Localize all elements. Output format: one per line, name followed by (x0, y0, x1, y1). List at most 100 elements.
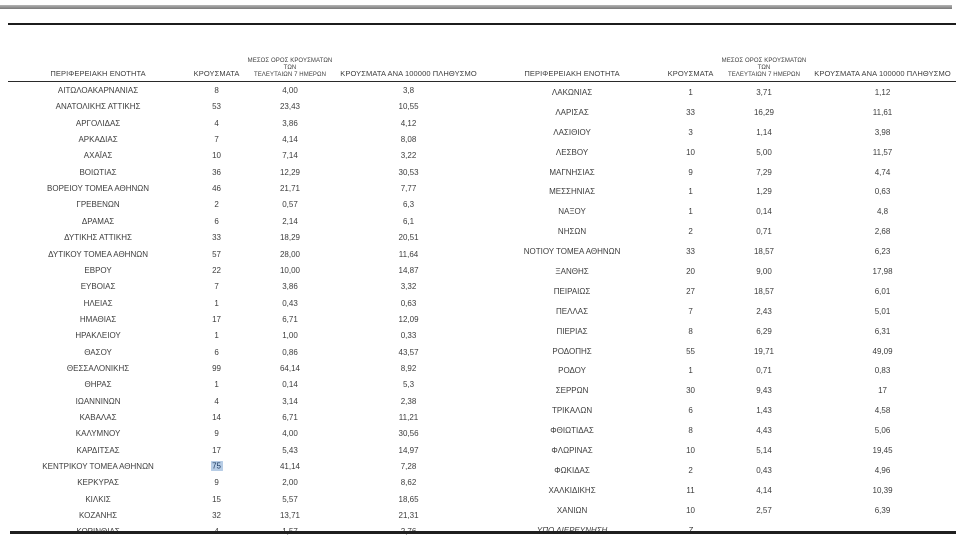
table-row: ΡΟΔΟΠΗΣ 55 19,71 49,09 (482, 341, 956, 361)
table-row: ΘΕΣΣΑΛΟΝΙΚΗΣ 99 64,14 8,92 (8, 360, 482, 376)
region-name-cell: ΘΑΣΟΥ (84, 347, 112, 357)
cases-cell: 2 (688, 465, 693, 475)
region-name-cell: ΚΙΛΚΙΣ (85, 494, 111, 504)
table-row: ΜΑΓΝΗΣΙΑΣ 9 7,29 4,74 (482, 162, 956, 182)
per100k-cell: 2,38 (400, 396, 417, 406)
per100k-cell: 11,57 (872, 147, 893, 157)
table-row: ΡΟΔΟΥ 1 0,71 0,83 (482, 361, 956, 381)
avg7-cell: 18,57 (753, 247, 775, 257)
cases-cell: 9 (214, 429, 219, 439)
per100k-cell: 8,92 (400, 363, 417, 373)
avg7-cell: 0,71 (756, 366, 772, 376)
region-name-cell: ΛΕΣΒΟΥ (555, 147, 589, 157)
per100k-cell: 6,31 (874, 326, 891, 336)
avg7-cell: 6,29 (756, 326, 772, 336)
cases-cell: 7 (688, 306, 693, 316)
avg7-cell: 9,00 (756, 266, 772, 276)
per100k-cell: 0,63 (874, 187, 891, 197)
table-header-right: ΠΕΡΙΦΕΡΕΙΑΚΗ ΕΝΟΤΗΤΑ ΚΡΟΥΣΜΑΤΑ ΜΕΣΟΣ ΟΡΟ… (482, 58, 956, 83)
region-name-cell: ΘΕΣΣΑΛΟΝΙΚΗΣ (66, 363, 130, 373)
per100k-cell: 7,28 (400, 461, 417, 471)
avg7-cell: 21,71 (279, 184, 301, 194)
per100k-cell: 0,33 (400, 331, 417, 341)
cases-cell: 15 (212, 494, 221, 504)
table-row: ΥΠΟ ΔΙΕΡΕΥΝΗΣΗ7 (482, 520, 956, 538)
per100k-cell: 6,1 (402, 216, 415, 226)
per100k-cell: 5,06 (874, 426, 891, 436)
per100k-cell: 20,51 (398, 233, 419, 243)
per100k-cell: 6,23 (874, 247, 891, 257)
region-name-cell: ΔΥΤΙΚΗΣ ΑΤΤΙΚΗΣ (64, 233, 132, 243)
avg7-cell: 0,14 (282, 380, 298, 390)
cases-cell: 22 (212, 265, 221, 275)
regional-cases-tables: ΠΕΡΙΦΕΡΕΙΑΚΗ ΕΝΟΤΗΤΑ ΚΡΟΥΣΜΑΤΑ ΜΕΣΟΣ ΟΡΟ… (8, 58, 956, 538)
region-name-cell: ΑΡΓΟΛΙΔΑΣ (75, 118, 121, 128)
per100k-cell: 11,61 (872, 107, 893, 117)
avg7-cell: 2,00 (282, 478, 298, 488)
per100k-cell: 11,21 (398, 412, 419, 422)
region-name-cell: ΗΡΑΚΛΕΙΟΥ (75, 331, 121, 341)
table-row: ΤΡΙΚΑΛΩΝ 6 1,43 4,58 (482, 401, 956, 421)
table-row: ΗΛΕΙΑΣ 1 0,43 0,63 (8, 295, 482, 311)
table-row: ΠΕΛΛΑΣ 7 2,43 5,01 (482, 301, 956, 321)
table-row: ΒΟΡΕΙΟΥ ΤΟΜΕΑ ΑΘΗΝΩΝ 46 21,71 7,77 (8, 180, 482, 196)
region-name-cell: ΣΕΡΡΩΝ (555, 386, 589, 396)
table-row: ΔΥΤΙΚΟΥ ΤΟΜΕΑ ΑΘΗΝΩΝ 57 28,00 11,64 (8, 246, 482, 262)
region-name-cell: ΚΕΝΤΡΙΚΟΥ ΤΟΜΕΑ ΑΘΗΝΩΝ (42, 461, 154, 471)
avg7-cell: 5,57 (282, 494, 298, 504)
region-name-cell: ΛΑΣΙΘΙΟΥ (553, 127, 591, 137)
region-name-cell: ΜΕΣΣΗΝΙΑΣ (549, 187, 596, 197)
per100k-cell: 14,87 (398, 265, 419, 275)
cases-cell: 11 (686, 485, 695, 495)
cases-cell: 8 (688, 326, 693, 336)
table-row: ΚΑΡΔΙΤΣΑΣ 17 5,43 14,97 (8, 442, 482, 458)
cases-cell: 9 (214, 478, 219, 488)
header-region: ΠΕΡΙΦΕΡΕΙΑΚΗ ΕΝΟΤΗΤΑ (482, 58, 663, 83)
cases-cell: 27 (686, 286, 695, 296)
avg7-cell: 0,57 (282, 200, 298, 210)
region-name-cell: ΚΑΛΥΜΝΟΥ (75, 429, 121, 439)
table-row: ΦΘΙΩΤΙΔΑΣ 8 4,43 5,06 (482, 421, 956, 441)
avg7-cell: 1,43 (756, 406, 772, 416)
cases-cell: 99 (212, 363, 221, 373)
top-black-rule (8, 23, 956, 25)
table-row: ΧΑΛΚΙΔΙΚΗΣ 11 4,14 10,39 (482, 480, 956, 500)
region-name-cell: ΧΑΛΚΙΔΙΚΗΣ (548, 485, 596, 495)
header-cases: ΚΡΟΥΣΜΑΤΑ (188, 58, 245, 83)
avg7-cell: 0,14 (756, 207, 772, 217)
avg7-cell: 9,43 (756, 386, 772, 396)
cases-cell: 33 (686, 107, 695, 117)
table-row: ΜΕΣΣΗΝΙΑΣ 1 1,29 0,63 (482, 182, 956, 202)
avg7-cell: 18,57 (753, 286, 775, 296)
table-row: ΑΡΚΑΔΙΑΣ 7 4,14 8,08 (8, 131, 482, 147)
per100k-cell: 17 (878, 386, 887, 396)
cases-cell: 53 (212, 102, 221, 112)
cases-cell: 57 (212, 249, 221, 259)
avg7-cell: 3,86 (282, 282, 298, 292)
table-row: ΔΡΑΜΑΣ 6 2,14 6,1 (8, 213, 482, 229)
cases-cell: 17 (212, 314, 221, 324)
region-name-cell: ΛΑΚΩΝΙΑΣ (551, 87, 593, 97)
table-header-left: ΠΕΡΙΦΕΡΕΙΑΚΗ ΕΝΟΤΗΤΑ ΚΡΟΥΣΜΑΤΑ ΜΕΣΟΣ ΟΡΟ… (8, 58, 482, 83)
per100k-cell: 5,01 (874, 306, 891, 316)
table-row: ΑΙΤΩΛΟΑΚΑΡΝΑΝΙΑΣ 8 4,00 3,8 (8, 82, 482, 99)
cases-cell: 33 (686, 247, 695, 257)
per100k-cell: 43,57 (398, 347, 419, 357)
avg7-cell: 5,14 (756, 445, 772, 455)
cases-cell: 2 (214, 200, 219, 210)
per100k-cell: 3,32 (400, 282, 417, 292)
avg7-cell: 0,43 (756, 465, 772, 475)
avg7-cell: 4,43 (756, 426, 772, 436)
table-row: ΕΥΒΟΙΑΣ 7 3,86 3,32 (8, 279, 482, 295)
cases-cell: 20 (686, 266, 695, 276)
region-name-cell: ΦΩΚΙΔΑΣ (554, 465, 590, 475)
header-per100k: ΚΡΟΥΣΜΑΤΑ ΑΝΑ 100000 ΠΛΗΘΥΣΜΟ (335, 58, 482, 83)
per100k-cell: 4,58 (874, 406, 891, 416)
avg7-cell: 1,29 (756, 187, 772, 197)
table-row: ΑΡΓΟΛΙΔΑΣ 4 3,86 4,12 (8, 115, 482, 131)
table-row: ΗΜΑΘΙΑΣ 17 6,71 12,09 (8, 311, 482, 327)
region-name-cell: ΚΑΒΑΛΑΣ (79, 412, 117, 422)
cases-cell: 46 (212, 184, 221, 194)
region-name-cell: ΠΕΙΡΑΙΩΣ (553, 286, 591, 296)
per100k-cell: 30,56 (398, 429, 419, 439)
